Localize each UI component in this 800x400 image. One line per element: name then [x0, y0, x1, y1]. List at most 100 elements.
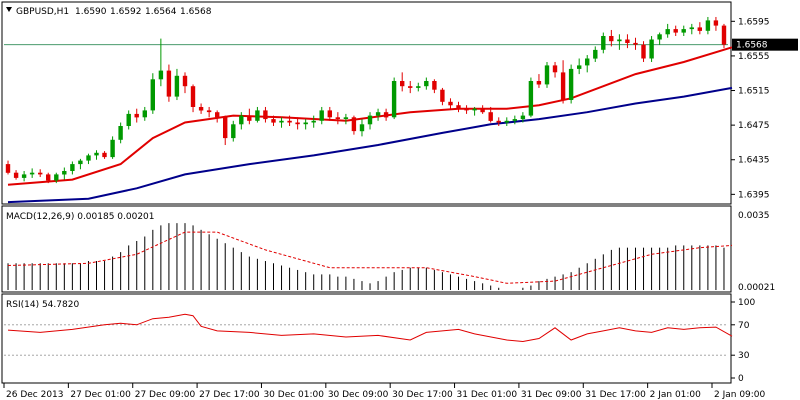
candle-down [625, 39, 630, 43]
candle-down [215, 112, 220, 118]
rsi-panel-frame [1, 293, 732, 384]
candle-down [247, 115, 252, 121]
candle-up [528, 81, 534, 116]
candle-up [70, 164, 75, 171]
rsi-line [7, 313, 733, 343]
price-panel-frame [1, 1, 732, 205]
candle-down [440, 89, 445, 102]
candle-up [375, 112, 381, 116]
rsi-layer [4, 313, 733, 356]
candle-down [287, 120, 292, 123]
candle-up [62, 171, 67, 175]
candle-down [609, 36, 614, 42]
candle-down [166, 70, 172, 97]
candle-up [568, 68, 574, 100]
ohlc-high: 1.6592 [110, 7, 142, 17]
candle-up [391, 81, 397, 118]
ma-fast-line [7, 46, 733, 186]
macd-layer [7, 223, 733, 290]
candle-up [21, 174, 27, 178]
candle-up [78, 160, 83, 165]
candle-down [464, 108, 469, 111]
candle-up [158, 70, 164, 80]
candle-up [319, 110, 324, 121]
candle-down [327, 110, 332, 118]
candle-up [174, 75, 180, 97]
rsi-tick-label: 30 [738, 351, 750, 361]
candle-up [601, 36, 606, 50]
candle-up [110, 139, 115, 158]
ohlc-close: 1.6568 [180, 7, 212, 17]
time-tick-label: 2 Jan 09:00 [714, 390, 766, 400]
candle-down [38, 172, 43, 175]
candle-down [102, 152, 107, 158]
price-tick-label: 1.6555 [738, 52, 770, 62]
time-tick-label: 31 Dec 01:00 [457, 390, 518, 400]
candle-up [544, 65, 550, 85]
price-tick-label: 1.6395 [738, 190, 770, 200]
candle-up [472, 108, 477, 111]
candle-down [713, 20, 719, 26]
price-chart-title: GBPUSD,H1 [16, 7, 69, 17]
candle-down [206, 110, 212, 113]
candle-up [255, 110, 260, 121]
macd-tick-label: 0.0035 [738, 211, 770, 221]
candle-up [416, 86, 421, 88]
rsi-tick-label: 0 [738, 374, 744, 384]
candle-up [239, 115, 244, 125]
candle-down [5, 164, 11, 173]
candle-down [335, 117, 340, 119]
price-tick-label: 1.6515 [738, 87, 770, 97]
candle-up [231, 124, 236, 139]
time-tick-label: 27 Dec 09:00 [135, 390, 196, 400]
candle-up [118, 126, 123, 140]
candle-down [198, 107, 204, 111]
candle-down [496, 120, 501, 123]
time-tick-label: 27 Dec 17:00 [199, 390, 260, 400]
candle-up [593, 49, 598, 59]
collapse-triangle-icon[interactable] [6, 7, 12, 12]
ohlc-open: 1.6590 [75, 7, 107, 17]
time-tick-label: 30 Dec 09:00 [328, 390, 389, 400]
candle-up [577, 65, 582, 69]
price-tick-label: 1.6475 [738, 121, 770, 131]
candle-up [520, 115, 526, 120]
candle-up [311, 120, 316, 123]
candle-down [223, 117, 228, 139]
candle-down [46, 174, 51, 181]
price-tick-label: 1.6595 [738, 17, 770, 27]
candle-up [424, 81, 429, 87]
candle-down [134, 113, 139, 118]
candle-down [190, 86, 196, 107]
macd-panel-frame [1, 205, 732, 293]
rsi-tick-label: 70 [738, 321, 750, 331]
candle-down [295, 122, 300, 125]
candle-up [150, 79, 155, 111]
candle-up [303, 122, 308, 125]
time-tick-label: 31 Dec 17:00 [585, 390, 646, 400]
candle-down [408, 86, 413, 88]
candle-down [456, 105, 461, 109]
candle-up [665, 29, 670, 35]
candle-up [54, 174, 59, 181]
macd-title: MACD(12,26,9) 0.00185 0.00201 [6, 212, 155, 222]
candle-down [13, 172, 19, 178]
candle-up [657, 34, 662, 40]
candle-down [536, 81, 542, 85]
time-tick-label: 2 Jan 01:00 [650, 390, 702, 400]
candle-up [126, 113, 131, 126]
macd-tick-label: 0.00021 [738, 283, 775, 293]
candle-up [279, 120, 284, 123]
macd-signal-line [7, 231, 733, 284]
candle-up [367, 115, 373, 125]
candle-down [480, 108, 485, 113]
candle-up [343, 117, 349, 119]
candle-up [705, 20, 711, 31]
candle-down [263, 110, 268, 120]
price-layer [4, 16, 733, 204]
candle-up [142, 110, 147, 118]
candle-down [432, 81, 437, 90]
candle-down [400, 81, 405, 87]
candle-up [94, 152, 99, 156]
